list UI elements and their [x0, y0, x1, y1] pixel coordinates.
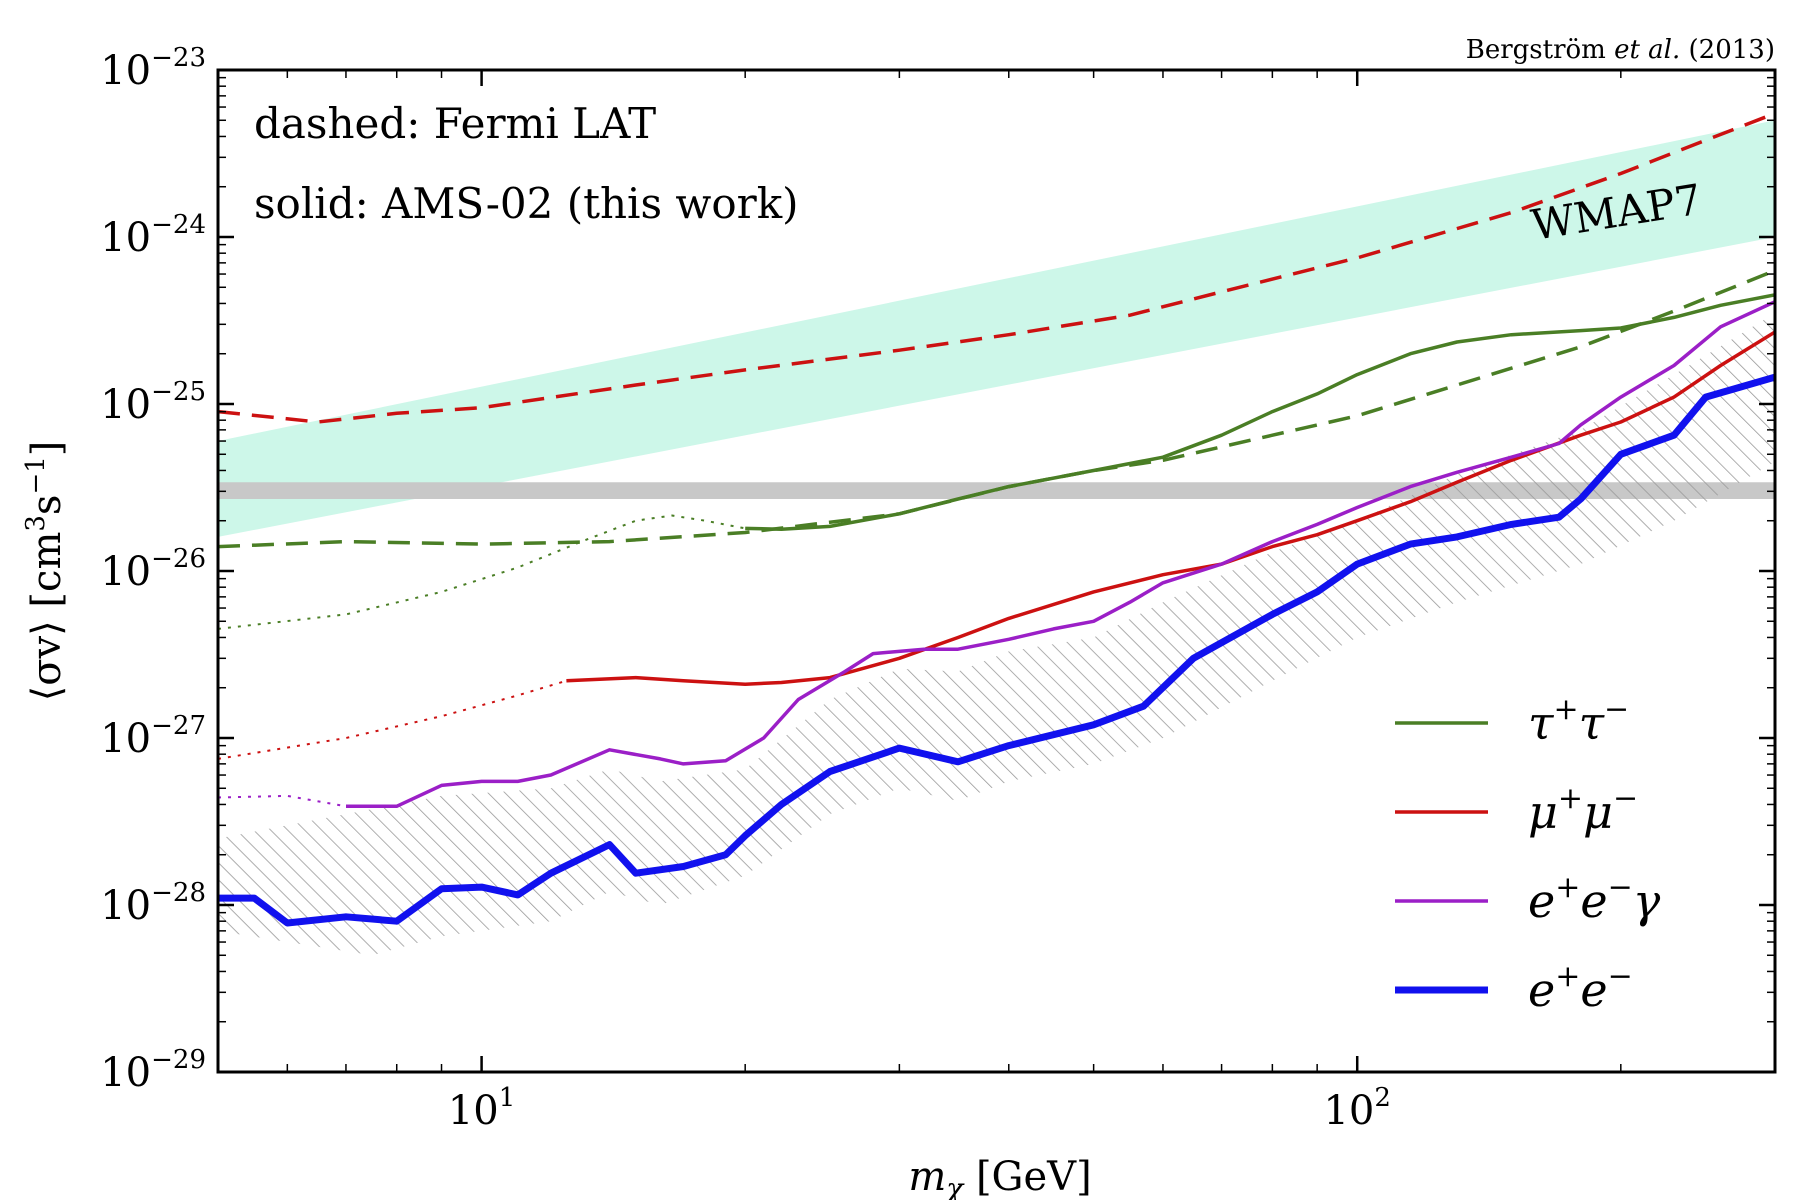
y-tick-label: 10−26	[100, 544, 206, 595]
series-dotted	[218, 514, 746, 630]
x-tick-label: 101	[448, 1083, 515, 1134]
hatched-uncertainty-band	[218, 313, 1775, 956]
series-dotted	[218, 679, 567, 760]
legend-label: e+e−	[1528, 959, 1633, 1017]
y-tick-label: 10−23	[100, 43, 206, 94]
series-dashed	[218, 111, 1775, 424]
band-WMAP7	[218, 120, 1775, 537]
series-solid	[346, 300, 1775, 809]
axis-ticks: 10−23 10−24 10−25 10−26 10−27 10−28 10−29 101 10…	[100, 43, 1776, 1134]
y-tick-label: 10−27	[100, 711, 206, 762]
credit-text: Bergström et al. (2013)	[1466, 35, 1775, 65]
y-tick-label: 10−29	[100, 1045, 206, 1096]
annotation-dashed: dashed: Fermi LAT	[254, 99, 656, 148]
series-dashed	[218, 268, 1775, 549]
y-tick-label: 10−24	[100, 210, 206, 261]
y-tick-label: 10−28	[100, 878, 206, 929]
series-dotted	[218, 794, 347, 808]
legend-label: τ+τ−	[1528, 692, 1629, 750]
legend-label: e+e−γ	[1528, 870, 1661, 928]
x-axis-label: mχ [GeV]	[908, 1154, 1091, 1200]
series-layer	[218, 111, 1775, 927]
y-tick-label: 10−25	[100, 377, 206, 428]
y-axis-label: ⟨σv⟩ [cm3s−1]	[21, 441, 70, 702]
series-solid	[218, 373, 1775, 927]
annotation-solid: solid: AMS-02 (this work)	[254, 179, 799, 228]
legend-label: μ+μ−	[1528, 781, 1638, 839]
x-tick-label: 102	[1323, 1083, 1390, 1134]
series-solid	[745, 293, 1775, 531]
legend: τ+τ− μ+μ− e+e−γ e+e−	[1395, 692, 1661, 1017]
